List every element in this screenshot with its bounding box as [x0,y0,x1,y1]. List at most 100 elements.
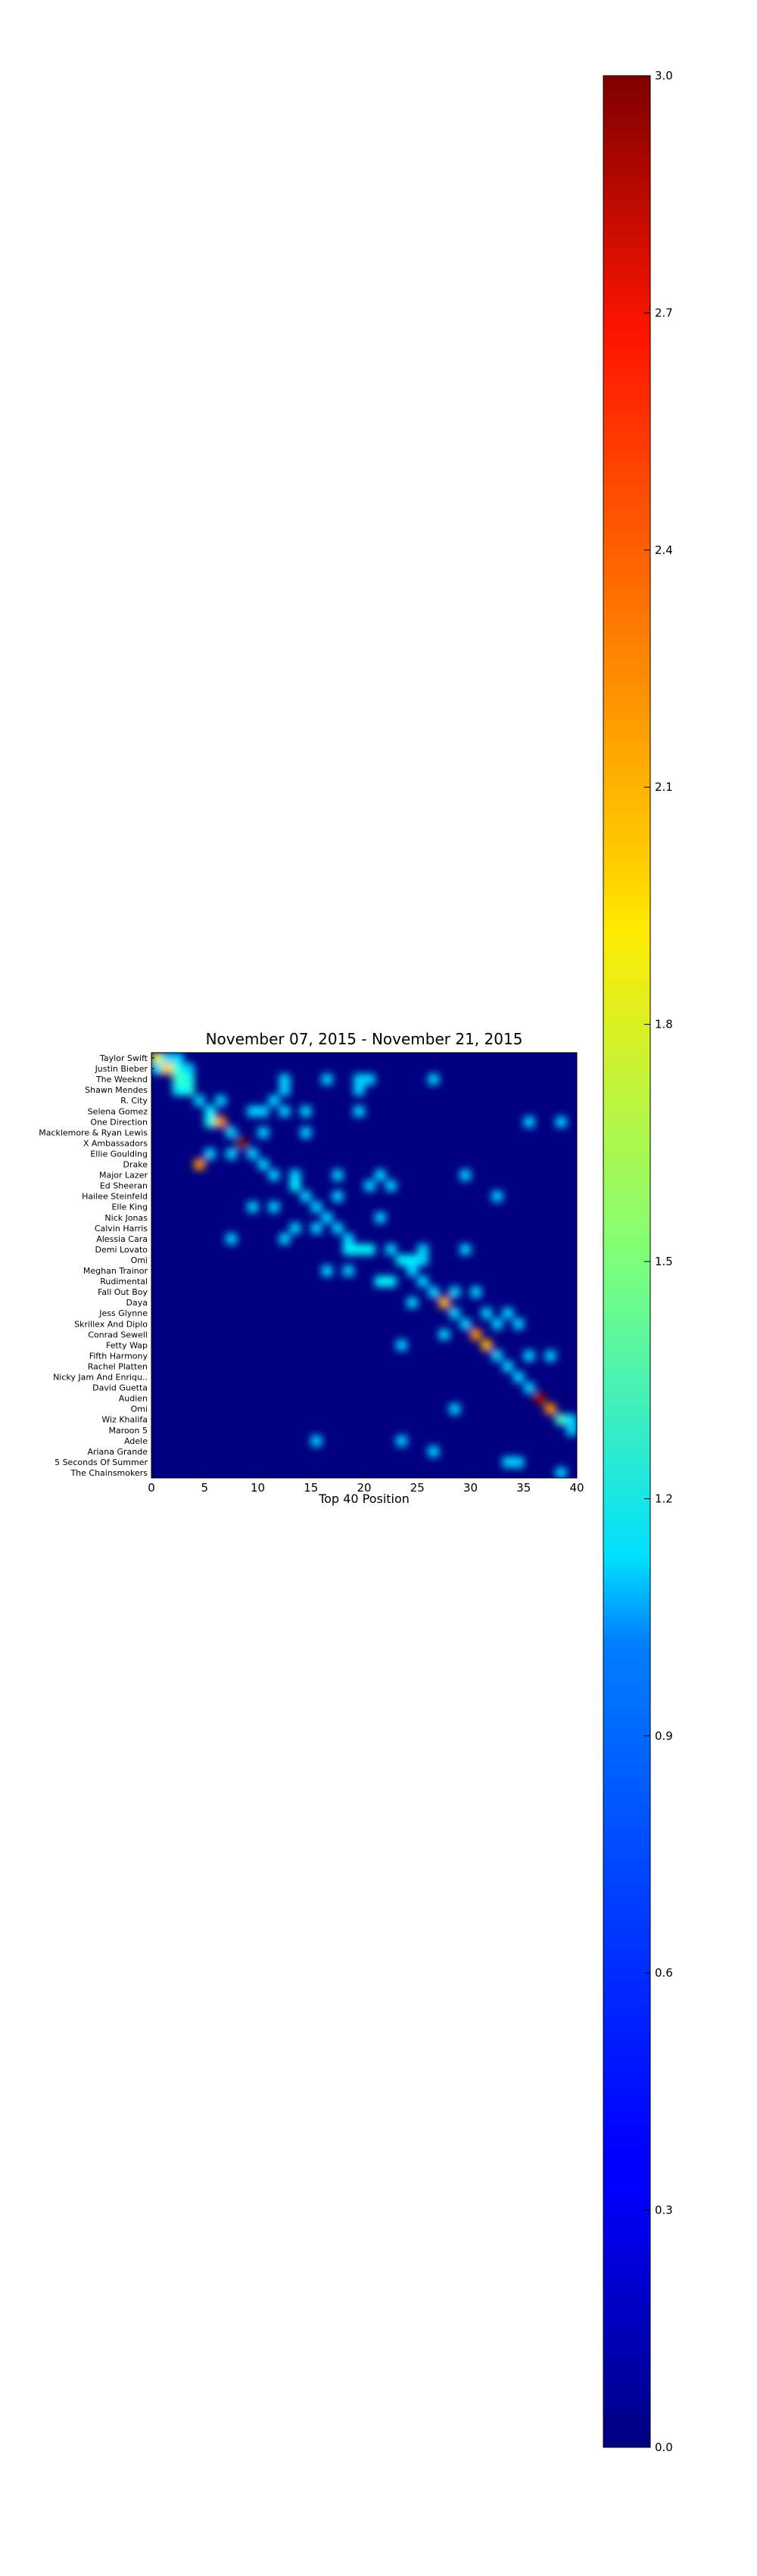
x-axis-label: Top 40 Position [318,1492,410,1506]
heatmap-cell [449,1286,460,1298]
chart-title: November 07, 2015 - November 21, 2015 [206,1030,523,1048]
heatmap-cell [353,1243,365,1255]
colorbar-tick-label: 1.5 [655,1255,673,1268]
heatmap-cell [321,1074,333,1085]
heatmap-cell [173,1063,184,1075]
heatmap-cell [417,1276,428,1287]
heatmap-cell [310,1222,322,1234]
heatmap-cell [247,1148,258,1159]
heatmap-cell [407,1297,418,1308]
y-tick-label: Drake [123,1160,148,1170]
colorbar-tick-label: 2.1 [655,780,673,794]
heatmap-cell [215,1095,226,1106]
y-tick-label: Ed Sheeran [100,1181,148,1191]
heatmap-cell [183,1063,195,1075]
heatmap-cell [268,1169,280,1181]
heatmap-cell [289,1180,301,1192]
heatmap-cell [204,1116,216,1128]
heatmap-cell [226,1233,237,1245]
y-tick-label: Macklemore & Ryan Lewis [39,1128,148,1137]
heatmap-cell [502,1308,514,1319]
y-tick-label: Rachel Platten [88,1361,148,1371]
heatmap-cell [555,1467,567,1478]
heatmap-cell [268,1201,280,1213]
y-tick-label: Conrad Sewell [88,1330,148,1339]
heatmap-cell [544,1403,556,1415]
heatmap-cell [194,1095,205,1106]
y-tick-label: Justin Bieber [95,1064,148,1074]
heatmap-cell [534,1392,546,1405]
heatmap-cell [449,1308,460,1319]
heatmap-cell [396,1339,407,1351]
colorbar-ticks: 0.0 0.3 0.6 0.9 1.2 1.5 1.8 2.1 2.4 2.7 3.0 [644,69,673,2454]
heatmap-cell [342,1243,354,1255]
heatmap-cell [512,1318,525,1330]
heatmap-cell [459,1169,471,1181]
heatmap-cell [151,1063,163,1075]
y-tick-label: Adele [124,1436,148,1446]
heatmap-cell [279,1084,291,1096]
y-tick-label: Daya [126,1298,148,1308]
heatmap-cell [512,1371,525,1383]
y-tick-label: Ariana Grande [87,1447,148,1457]
heatmap-cell [565,1414,577,1426]
heatmap-cell [438,1297,450,1308]
heatmap-cell [353,1074,365,1085]
heatmap-cell [300,1106,312,1117]
x-tick-label: 35 [516,1481,531,1495]
colorbar-tick-label: 2.4 [655,543,673,557]
heatmap-cell [364,1243,375,1255]
heatmap-cell [342,1233,354,1245]
heatmap-cell [459,1243,471,1255]
y-tick-label: 5 Seconds Of Summer [55,1458,148,1467]
heatmap-cell [375,1212,386,1224]
heatmap-cell [162,1053,173,1064]
x-axis-ticks: 0 5 10 15 20 25 30 35 40 [148,1474,584,1495]
heatmap-cell [300,1127,312,1138]
heatmap-cell [502,1361,514,1372]
heatmap-cell [428,1286,439,1298]
y-tick-label: Skrillex And Diplo [74,1319,148,1329]
heatmap-cell [226,1127,237,1138]
heatmap-cell [151,1053,163,1064]
heatmap-cell [226,1148,237,1159]
y-tick-label: David Guetta [92,1383,148,1393]
colorbar-tick-label: 3.0 [655,69,673,82]
y-tick-label: R. City [120,1096,148,1106]
y-tick-label: Audien [119,1394,148,1404]
x-tick-label: 30 [463,1481,478,1495]
heatmap-cell [470,1329,482,1340]
heatmap-cell [491,1190,503,1202]
y-tick-label: One Direction [90,1117,148,1127]
y-tick-label: Selena Gomez [88,1106,148,1116]
heatmap-cell [279,1233,291,1245]
heatmap-cell [470,1286,482,1298]
y-tick-label: Fifth Harmony [89,1351,148,1361]
y-tick-label: Wiz Khalifa [101,1415,148,1425]
heatmap-cell [491,1318,503,1330]
colorbar-tick-label: 0.9 [655,1729,673,1743]
colorbar-tick-label: 1.8 [655,1018,673,1031]
y-tick-label: Hailee Steinfeld [82,1192,148,1202]
y-tick-label: Alessia Cara [96,1234,148,1244]
heatmap-cell [417,1243,428,1255]
heatmap-cell [173,1074,184,1085]
heatmap-cell [300,1190,312,1202]
y-tick-label: Omi [131,1255,148,1265]
heatmap-cell [332,1169,344,1181]
heatmap-cell [438,1329,450,1340]
heatmap-cell [279,1106,291,1117]
heatmap-cell [428,1074,439,1085]
heatmap-cell [428,1445,439,1458]
colorbar-tick-label: 2.7 [655,306,673,319]
colorbar-tick-label: 0.0 [655,2441,673,2454]
y-tick-label: Nick Jonas [104,1213,148,1223]
heatmap-cell [385,1276,397,1287]
colorbar-tick-label: 0.3 [655,2204,673,2217]
heatmap-cells [151,1053,577,1478]
y-tick-label: Omi [131,1405,148,1414]
heatmap-cell [502,1456,514,1468]
heatmap-cell [247,1106,258,1117]
